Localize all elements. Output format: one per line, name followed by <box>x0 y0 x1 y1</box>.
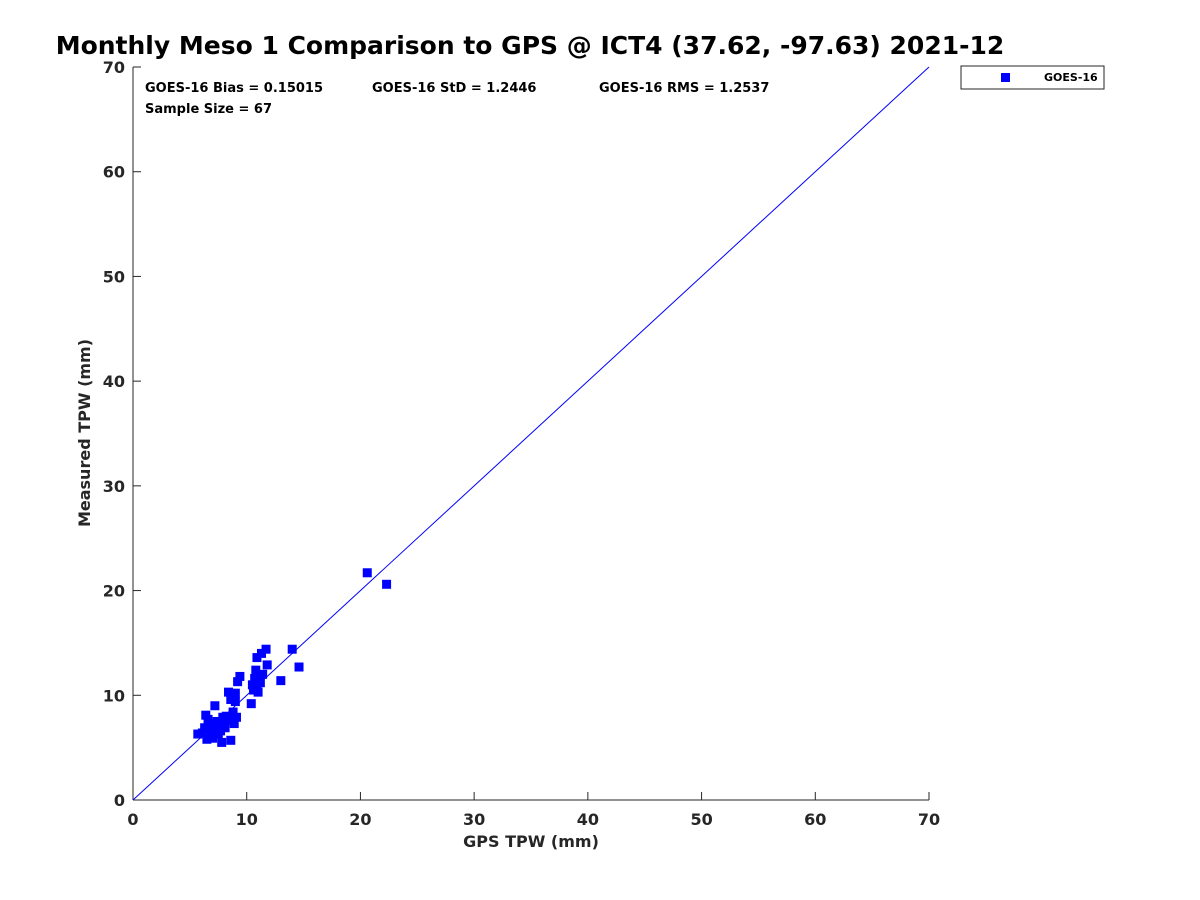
data-point <box>294 662 304 672</box>
x-axis-label: GPS TPW (mm) <box>463 832 599 851</box>
data-point <box>225 712 235 722</box>
data-point <box>255 678 265 688</box>
data-point <box>233 677 243 687</box>
plot-area: 0 10 20 30 40 50 60 70 0 10 20 30 40 50 60 70 <box>103 58 940 829</box>
x-tick-label: 60 <box>804 810 826 829</box>
x-tick-label: 20 <box>349 810 371 829</box>
data-point <box>226 735 236 745</box>
data-point <box>214 720 224 730</box>
legend-box <box>960 65 1105 90</box>
x-tick-label: 0 <box>127 810 138 829</box>
y-axis-label: Measured TPW (mm) <box>75 339 94 527</box>
x-tick-label: 50 <box>690 810 712 829</box>
data-point <box>256 648 266 658</box>
data-point <box>276 676 286 686</box>
data-point <box>202 734 212 744</box>
x-tick-label: 40 <box>577 810 599 829</box>
data-point <box>250 674 260 684</box>
y-tick-label: 50 <box>103 267 125 286</box>
data-point <box>231 712 241 722</box>
chart-title: Monthly Meso 1 Comparison to GPS @ ICT4 … <box>56 31 1005 60</box>
y-tick-label: 0 <box>114 791 125 810</box>
legend: GOES-16 <box>960 65 1105 90</box>
data-point <box>261 644 271 654</box>
data-point <box>253 687 263 697</box>
data-point <box>200 723 210 733</box>
y-tick-label: 40 <box>103 372 125 391</box>
data-point <box>235 671 245 681</box>
data-point <box>230 688 240 698</box>
data-point <box>229 719 239 729</box>
x-tick-label: 30 <box>463 810 485 829</box>
data-point <box>262 660 272 670</box>
data-point <box>209 728 219 738</box>
data-point <box>217 737 227 747</box>
y-tick-label: 10 <box>103 686 125 705</box>
data-point <box>251 665 261 675</box>
data-point <box>252 653 262 663</box>
data-point <box>197 728 207 738</box>
stat-bias: GOES-16 Bias = 0.15015 <box>145 81 323 96</box>
data-point <box>246 699 256 709</box>
data-point <box>230 697 240 707</box>
data-point <box>210 701 220 711</box>
stat-rms: GOES-16 RMS = 1.2537 <box>599 81 769 96</box>
x-tick-label: 70 <box>918 810 940 829</box>
stat-sample-size: Sample Size = 67 <box>145 102 272 117</box>
data-point <box>287 644 297 654</box>
y-tick-label: 60 <box>103 163 125 182</box>
data-point <box>204 725 214 735</box>
data-point <box>258 669 268 679</box>
data-point <box>206 719 216 729</box>
data-point <box>220 723 230 733</box>
legend-marker <box>1001 73 1010 82</box>
stat-std: GOES-16 StD = 1.2446 <box>372 81 536 96</box>
data-point <box>208 733 218 743</box>
y-tick-label: 70 <box>103 58 125 77</box>
data-point <box>228 707 238 717</box>
data-point <box>362 568 372 578</box>
data-point <box>193 729 203 739</box>
legend-entry-goes-16: GOES-16 <box>1044 71 1098 84</box>
y-tick-label: 20 <box>103 582 125 601</box>
y-tick-label: 30 <box>103 477 125 496</box>
data-point <box>216 726 226 736</box>
x-tick-label: 10 <box>236 810 258 829</box>
data-point <box>382 579 392 589</box>
data-point <box>247 680 257 690</box>
